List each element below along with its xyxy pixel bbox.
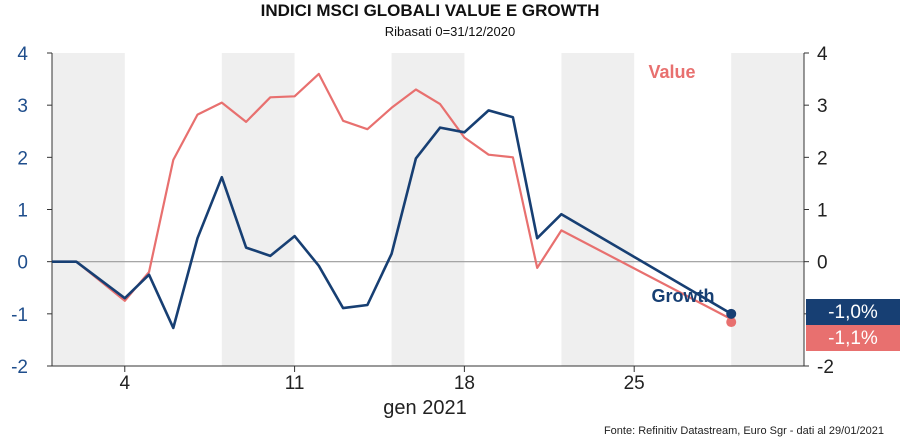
x-axis-label: gen 2021 [383,397,466,419]
y-tick-label-right: 3 [817,96,828,117]
y-tick-label-left: -1 [11,305,28,326]
y-axis-left: -2 -1 0 1 2 3 4 [11,44,52,378]
x-tick-label: 25 [624,373,645,394]
y-tick-label-left: 4 [17,44,28,65]
y-tick-label-left: 2 [17,148,28,169]
y-tick-label-right: 1 [817,201,828,222]
series-label-growth: Growth [652,286,715,306]
series-label-value: Value [648,62,695,82]
end-badge-growth-text: -1,0% [828,302,878,323]
shaded-band [52,53,125,366]
end-point-value [726,317,737,328]
y-tick-label-left: -2 [11,357,28,378]
y-tick-label-right: 4 [817,44,828,65]
y-tick-label-left: 1 [17,201,28,222]
series-line-growth [52,109,732,330]
series-line-value [52,72,732,321]
y-tick-label-right: 2 [817,148,828,169]
end-badge-value-text: -1,1% [828,328,878,349]
y-tick-label-left: 3 [17,96,28,117]
chart-title: INDICI MSCI GLOBALI VALUE E GROWTH [261,1,600,20]
y-tick-label-right: -2 [817,357,834,378]
x-tick-label: 18 [454,373,475,394]
end-badge-growth [806,299,900,325]
shaded-band [731,53,804,366]
y-tick-label-right: 0 [817,253,828,274]
x-axis: 4 11 18 25 [119,366,645,394]
x-tick-label: 11 [285,373,305,394]
shaded-band [561,53,635,366]
chart-subtitle: Ribasati 0=31/12/2020 [385,24,515,39]
x-tick-label: 4 [119,373,130,394]
source-note: Fonte: Refinitiv Datastream, Euro Sgr - … [604,425,884,437]
end-point-growth [726,308,737,319]
y-tick-label-left: 0 [17,253,28,274]
shaded-bands [52,53,804,366]
end-badge-value [806,325,900,351]
